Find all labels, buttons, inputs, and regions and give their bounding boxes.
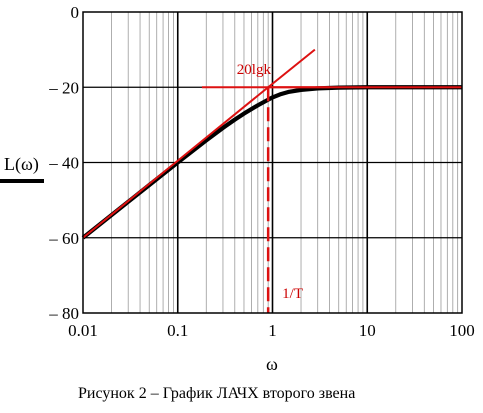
y-tick-label: – 80 [48, 304, 79, 323]
y-tick-label: – 40 [48, 154, 79, 173]
y-axis-label: L(ω) [4, 154, 39, 175]
x-tick-label: 0.01 [68, 321, 98, 340]
corner-label: 1/T [282, 286, 303, 302]
y-tick-label: – 20 [48, 78, 79, 97]
gain-label: 20lgk [237, 62, 272, 78]
plot-frame [82, 11, 463, 314]
asymptote-extension [267, 48, 316, 89]
x-tick-label: 100 [449, 321, 475, 340]
grid [83, 12, 462, 313]
series-exact-curve [81, 85, 462, 240]
x-axis-label: ω [266, 354, 278, 374]
y-tick-label: 0 [71, 3, 80, 22]
y-tick-label: – 60 [48, 229, 79, 248]
y-tick-labels: 0 – 20 – 40 – 60 – 80 [48, 3, 79, 323]
x-tick-label: 0.1 [167, 321, 188, 340]
figure-caption: Рисунок 2 – График ЛАЧХ второго звена [78, 385, 355, 402]
annotations: 20lgk 1/T [201, 48, 330, 313]
x-tick-label: 10 [359, 321, 376, 340]
x-tick-label: 1 [268, 321, 277, 340]
x-tick-labels: 0.01 0.1 1 10 100 [68, 321, 475, 340]
